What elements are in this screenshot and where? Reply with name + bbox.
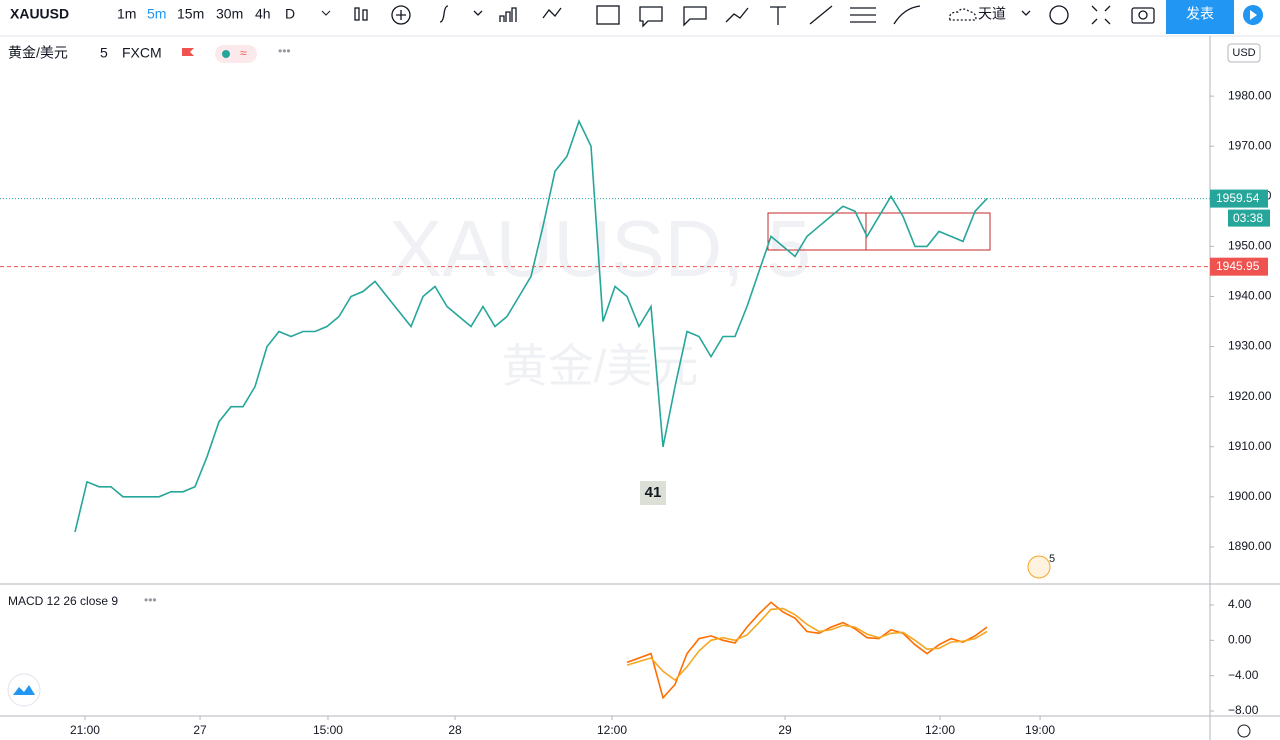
interval-button[interactable]: 5m (147, 6, 166, 22)
compare-icon[interactable] (499, 7, 517, 22)
y-tick-label: 1910.00 (1228, 439, 1272, 453)
currency: USD (1232, 47, 1255, 59)
y-tick-label: 4.00 (1228, 597, 1252, 611)
plot-area: 1890.00 1900.00 1910.00 1920.00 1930.00 1940.… (0, 88, 1272, 737)
countdown: 03:38 (1233, 211, 1263, 225)
x-tick-label: 29 (778, 723, 792, 737)
y-tick-label: 0.00 (1228, 632, 1252, 646)
play-icon (1250, 10, 1257, 20)
y-tick-label: 1900.00 (1228, 489, 1272, 503)
chart-interval: 5 (100, 45, 108, 61)
interval-button[interactable]: 4h (255, 6, 271, 22)
flag-icon (182, 48, 194, 56)
y-tick-label: 1970.00 (1228, 138, 1272, 152)
note-tool[interactable] (683, 6, 707, 27)
chart-title: 黄金/美元 (8, 45, 68, 61)
currency-box (1227, 43, 1261, 63)
marker-box (640, 481, 666, 505)
y-tick-label: 1930.00 (1228, 339, 1272, 353)
interval-group: 1m 5m 15m 30m 4h D (117, 6, 295, 22)
series-line (626, 607, 988, 682)
price-label-box (1210, 257, 1268, 276)
event-count: 5 (1049, 553, 1055, 565)
x-tick-label: 12:00 (597, 723, 627, 737)
dropdown-icon[interactable] (1021, 10, 1031, 16)
macd-title: MACD 12 26 close 9 (8, 594, 118, 608)
fullscreen-icon[interactable] (1091, 5, 1111, 25)
tool-icons (354, 5, 1155, 28)
x-tick-label: 21:00 (70, 723, 100, 737)
symbol[interactable]: XAUUSD (10, 6, 69, 22)
y-tick-label: 1890.00 (1228, 539, 1272, 553)
settings-icon[interactable] (1049, 5, 1069, 25)
more-icon[interactable]: ••• (278, 44, 291, 58)
y-tick-label: 1980.00 (1228, 88, 1272, 102)
series-line (626, 601, 988, 700)
price-label-box (1210, 189, 1268, 208)
y-tick-label: −4.00 (1228, 668, 1259, 682)
more-icon[interactable]: ••• (144, 593, 157, 607)
y-tick-label: 1940.00 (1228, 289, 1272, 303)
dropdown-icon[interactable] (321, 10, 331, 16)
callout-tool[interactable] (639, 6, 663, 28)
candle-icon[interactable] (354, 7, 360, 21)
price-label: 1959.54 (1216, 191, 1260, 205)
status-pill (215, 45, 257, 63)
path-tool[interactable] (725, 7, 749, 23)
chart-source: FXCM (122, 45, 162, 61)
x-tick-label: 28 (448, 723, 462, 737)
cloud-icon[interactable] (949, 8, 977, 21)
template-icon[interactable] (542, 7, 562, 19)
status-icon: ≈ (240, 46, 247, 60)
cloud-label[interactable]: 天道 (978, 6, 1006, 22)
logo-icon (13, 685, 35, 695)
rect-tool[interactable] (596, 5, 620, 25)
x-tick-label: 19:00 (1025, 723, 1055, 737)
candle-icon[interactable] (362, 9, 368, 21)
price-label: 1945.95 (1216, 259, 1260, 273)
dropdown-icon[interactable] (473, 10, 483, 16)
status-dot (222, 50, 230, 58)
event-icon[interactable] (1027, 555, 1051, 579)
watermark: 黄金/美元 (502, 340, 699, 392)
interval-button[interactable]: 1m (117, 6, 136, 22)
logo[interactable] (7, 673, 41, 707)
series-line (74, 119, 988, 533)
x-tick-label: 27 (193, 723, 207, 737)
countdown-box (1228, 209, 1270, 227)
interval-button[interactable]: 30m (216, 6, 243, 22)
range-box (767, 212, 991, 251)
snapshot-icon[interactable] (1138, 10, 1148, 20)
settings-icon[interactable] (1237, 724, 1251, 738)
brush-tool[interactable] (893, 5, 921, 25)
interval-button[interactable]: 15m (177, 6, 204, 22)
publish-label[interactable]: 发表 (1186, 6, 1214, 22)
add-icon[interactable] (396, 10, 406, 20)
y-tick-label: 1920.00 (1228, 389, 1272, 403)
x-tick-label: 12:00 (925, 723, 955, 737)
text-tool[interactable] (770, 6, 786, 25)
fib-tool[interactable] (850, 7, 876, 23)
add-icon[interactable] (391, 5, 411, 25)
y-tick-label: −8.00 (1228, 703, 1259, 717)
marker-label: 41 (645, 484, 662, 501)
indicator-icon[interactable] (439, 5, 449, 23)
publish-button[interactable] (1166, 0, 1234, 34)
y-tick-label: 1950.00 (1228, 239, 1272, 253)
line-tool[interactable] (809, 5, 833, 25)
interval-button[interactable]: D (285, 6, 295, 22)
x-tick-label: 15:00 (313, 723, 343, 737)
snapshot-icon[interactable] (1131, 7, 1155, 24)
